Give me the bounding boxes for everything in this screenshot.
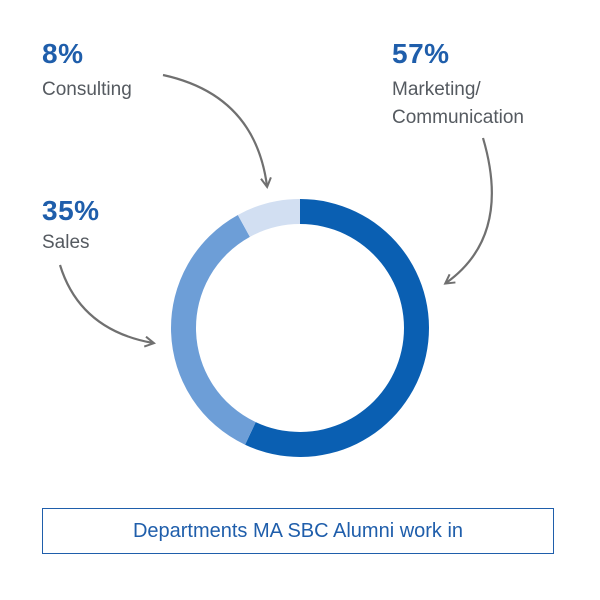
caption-box: Departments MA SBC Alumni work in	[42, 508, 554, 554]
marketing-label-line1: Marketing/	[392, 79, 481, 100]
marketing-label-line2: Communication	[392, 107, 524, 128]
slice-marketing	[245, 199, 430, 457]
consulting-arrow	[162, 73, 267, 186]
sales-arrow	[58, 264, 153, 343]
consulting-percent: 8%	[42, 38, 84, 69]
chart-caption: Departments MA SBC Alumni work in	[132, 519, 464, 542]
sales-label: Sales	[42, 232, 90, 253]
marketing-arrow	[446, 137, 493, 283]
sales-percent: 35%	[42, 195, 100, 226]
marketing-percent: 57%	[392, 38, 450, 69]
slice-sales	[171, 214, 256, 445]
slice-consulting	[237, 199, 300, 237]
consulting-label: Consulting	[42, 79, 132, 100]
donut-slices	[171, 199, 430, 457]
